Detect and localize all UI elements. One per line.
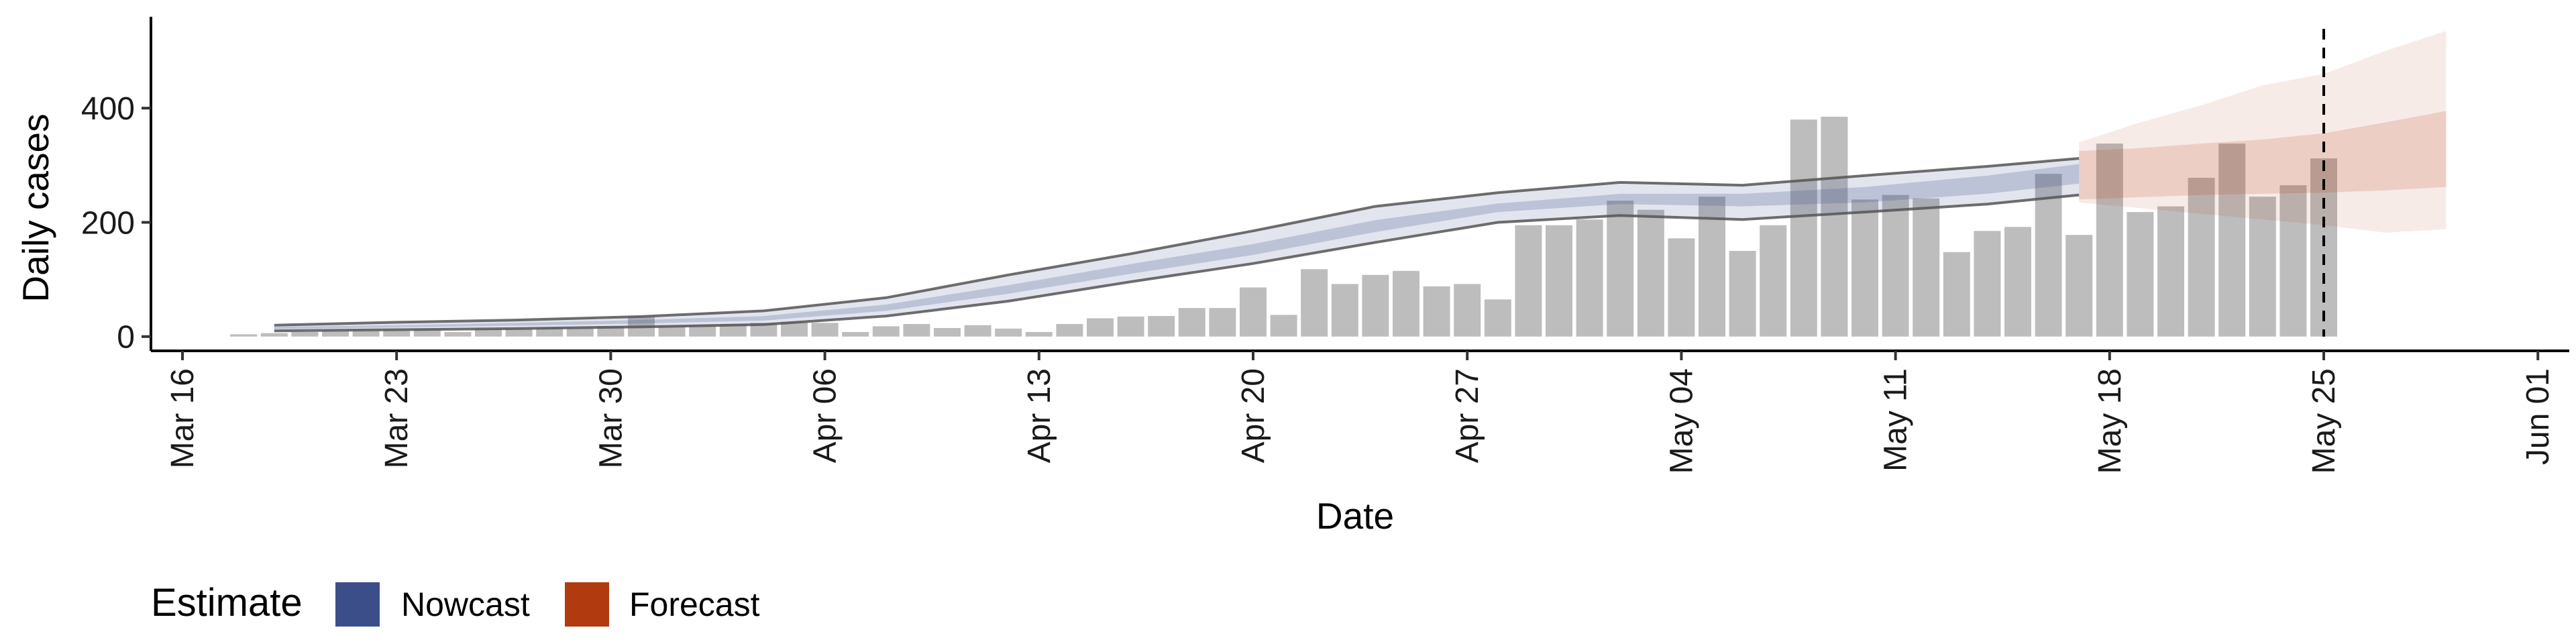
bar-2020-04-30 — [1546, 225, 1572, 337]
bar-2020-04-16 — [1117, 316, 1144, 337]
bar-2020-04-07 — [842, 331, 869, 337]
x-tick-label-9: May 18 — [2092, 368, 2128, 474]
bar-2020-04-20 — [1240, 287, 1267, 337]
x-tick-label-10: May 25 — [2306, 368, 2342, 474]
bar-2020-05-03 — [1637, 209, 1664, 337]
bar-2020-05-24 — [2279, 185, 2307, 337]
legend-title: Estimate — [151, 581, 303, 625]
bar-2020-05-08 — [1790, 119, 1817, 337]
bar-2020-04-15 — [1087, 318, 1114, 337]
bar-2020-03-20 — [291, 331, 319, 337]
bar-2020-04-03 — [719, 323, 747, 337]
bar-2020-04-13 — [1025, 331, 1053, 337]
x-tick-label-6: Apr 27 — [1450, 368, 1485, 463]
forecast-inner-band — [2079, 111, 2447, 200]
axes: 0 200 400 Mar 16 Mar 23 Mar 30 Apr 06 Apr 13 Apr… — [81, 17, 2569, 474]
bar-2020-04-29 — [1515, 225, 1542, 337]
bar-2020-04-25 — [1393, 270, 1419, 337]
bar-2020-04-06 — [811, 323, 839, 337]
bar-2020-04-01 — [658, 326, 686, 337]
bar-2020-04-04 — [750, 323, 777, 337]
x-tick-label-1: Mar 23 — [379, 368, 415, 468]
bar-2020-05-18 — [2096, 143, 2123, 337]
y-tick-label-400: 400 — [81, 91, 135, 127]
bar-2020-05-15 — [2004, 227, 2031, 337]
bar-2020-05-14 — [1974, 231, 2001, 337]
bar-2020-05-17 — [2065, 235, 2093, 337]
legend-swatch-nowcast — [335, 582, 380, 627]
x-tick-label-0: Mar 16 — [165, 368, 201, 468]
legend-swatch-forecast — [565, 582, 609, 627]
nowcast-outer-band — [274, 158, 2080, 331]
bar-2020-03-19 — [260, 333, 288, 337]
bar-2020-04-24 — [1362, 274, 1389, 337]
bar-2020-05-06 — [1729, 251, 1756, 337]
bar-2020-04-10 — [934, 327, 961, 337]
x-tick-label-5: Apr 20 — [1236, 368, 1271, 463]
bar-2020-04-21 — [1270, 315, 1297, 337]
bar-2020-05-20 — [2157, 206, 2184, 337]
bar-2020-03-28 — [536, 327, 564, 337]
bar-2020-04-23 — [1331, 284, 1358, 337]
bar-2020-03-29 — [566, 327, 594, 337]
bar-2020-04-14 — [1056, 323, 1083, 337]
x-tick-label-7: May 04 — [1664, 368, 1699, 474]
bar-2020-05-19 — [2127, 212, 2154, 337]
bar-2020-04-26 — [1423, 286, 1450, 337]
bar-2020-03-18 — [230, 334, 258, 337]
bar-2020-05-22 — [2218, 143, 2246, 337]
bar-2020-05-09 — [1821, 116, 1848, 337]
bar-2020-04-09 — [903, 323, 930, 337]
x-tick-label-3: Apr 06 — [808, 368, 843, 463]
bar-2020-05-21 — [2188, 178, 2215, 337]
x-tick-label-2: Mar 30 — [593, 368, 629, 468]
x-axis-title: Date — [1316, 495, 1394, 537]
x-tick-label-4: Apr 13 — [1022, 368, 1057, 463]
nowcast-upper-line — [274, 157, 2080, 327]
bar-2020-05-23 — [2249, 197, 2276, 337]
forecast-outer-band — [2079, 31, 2447, 233]
bar-2020-03-21 — [322, 331, 349, 337]
bar-2020-03-22 — [352, 331, 380, 337]
bar-2020-03-23 — [383, 330, 411, 337]
bar-2020-03-24 — [413, 329, 441, 337]
bar-2020-04-18 — [1178, 308, 1205, 337]
plot-area — [230, 29, 2447, 337]
bar-2020-04-05 — [781, 321, 808, 337]
bar-2020-05-07 — [1760, 225, 1787, 337]
bar-2020-04-12 — [995, 328, 1022, 337]
legend: Estimate Nowcast Forecast — [151, 581, 760, 627]
bar-2020-04-27 — [1454, 284, 1481, 337]
bar-2020-03-30 — [597, 326, 625, 337]
bar-2020-05-02 — [1607, 201, 1634, 337]
x-tick-label-11: Jun 01 — [2520, 368, 2556, 465]
bar-2020-04-11 — [964, 325, 991, 337]
bar-2020-05-01 — [1576, 219, 1603, 337]
nowcast-lower-line — [274, 193, 2080, 333]
bar-2020-04-22 — [1301, 269, 1328, 337]
bar-2020-04-28 — [1484, 299, 1511, 337]
bar-2020-03-25 — [444, 331, 472, 337]
y-axis-title: Daily cases — [15, 113, 56, 302]
bar-2020-05-10 — [1851, 199, 1878, 337]
bar-2020-05-04 — [1668, 238, 1695, 337]
bar-2020-03-27 — [505, 328, 533, 337]
bar-2020-05-12 — [1913, 198, 1940, 337]
bar-2020-05-13 — [1943, 252, 1970, 337]
bar-2020-05-11 — [1882, 195, 1909, 337]
bar-2020-04-02 — [689, 325, 716, 337]
legend-label-nowcast: Nowcast — [401, 586, 530, 623]
bar-2020-04-17 — [1148, 316, 1175, 337]
bar-2020-04-08 — [872, 326, 900, 337]
bar-2020-04-19 — [1209, 308, 1236, 337]
bar-2020-05-16 — [2035, 174, 2062, 337]
y-tick-label-0: 0 — [117, 320, 135, 356]
legend-label-forecast: Forecast — [629, 586, 760, 623]
bar-2020-03-26 — [475, 329, 502, 337]
y-tick-label-200: 200 — [81, 205, 135, 241]
x-tick-label-8: May 11 — [1878, 368, 1914, 472]
